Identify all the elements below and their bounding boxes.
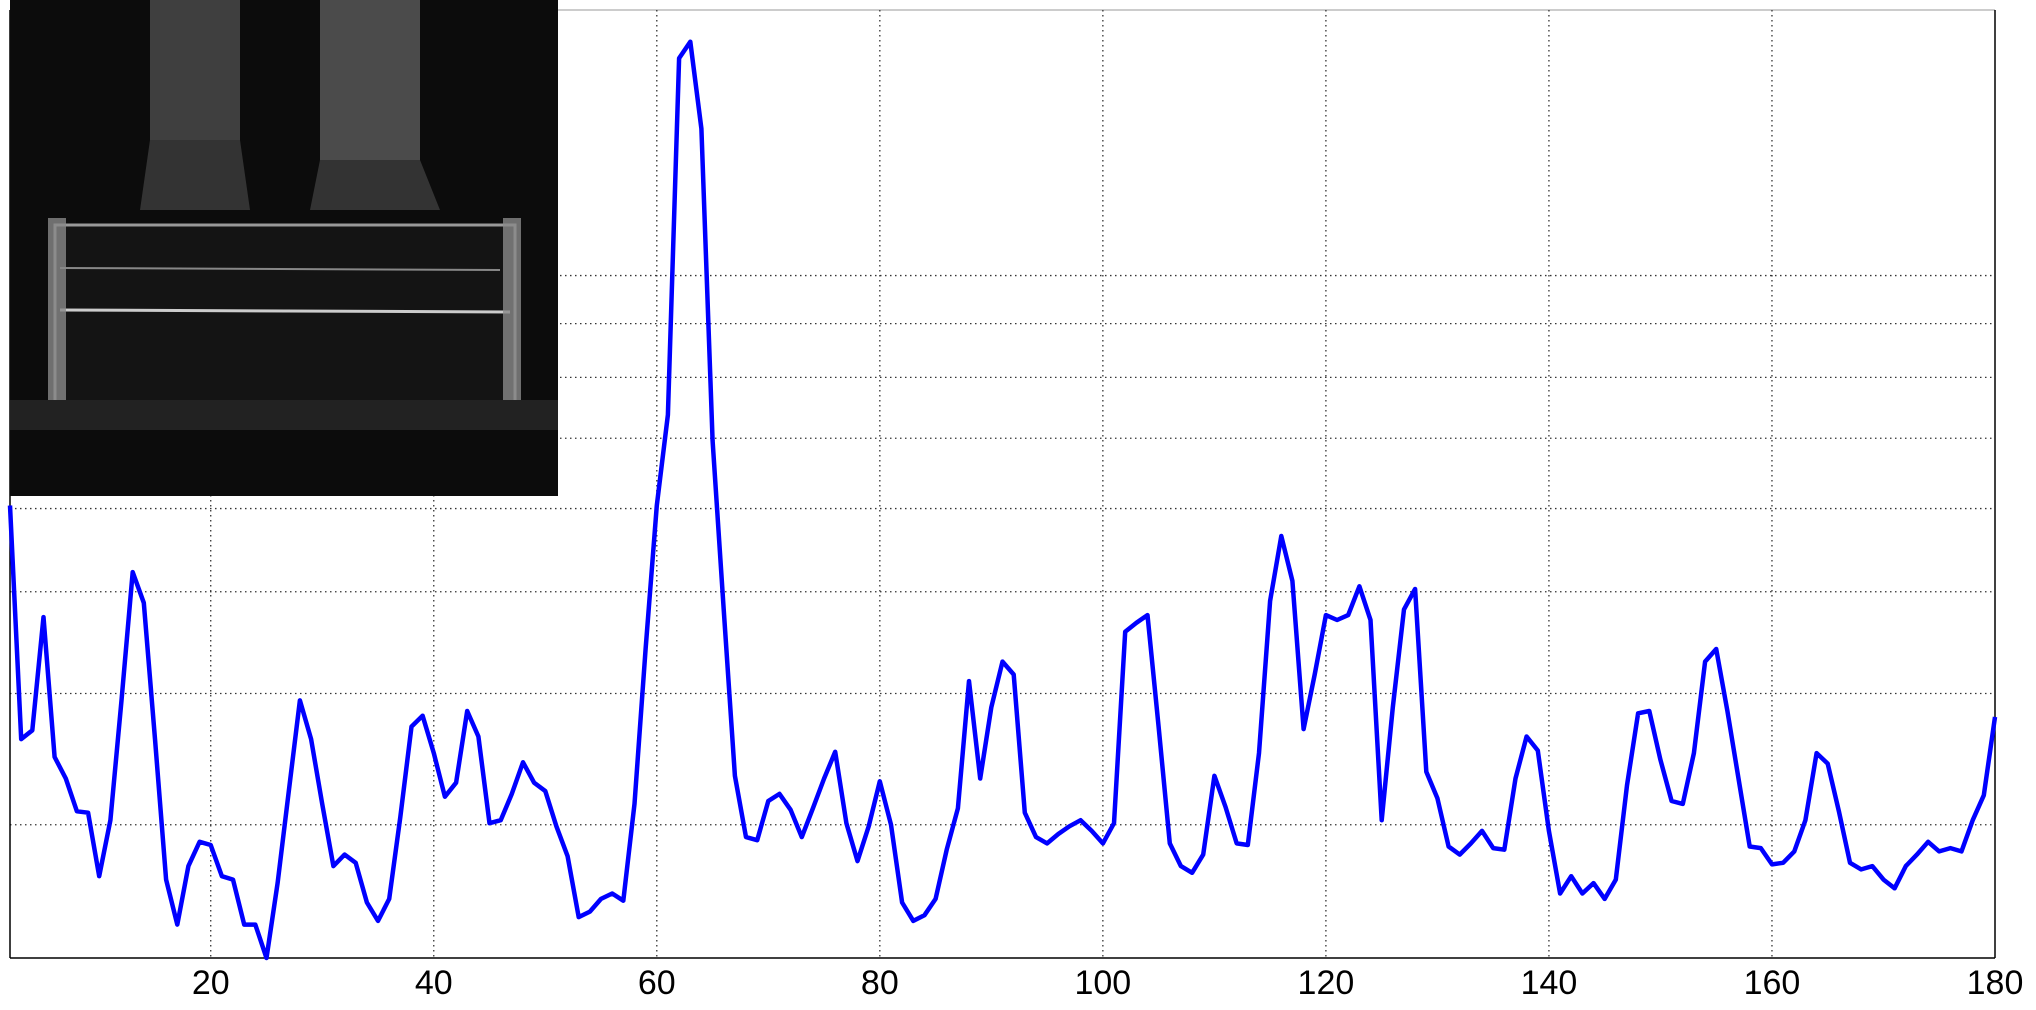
x-tick-label: 140: [1521, 964, 1578, 1002]
x-tick-label: 20: [192, 964, 230, 1002]
x-tick-label: 40: [415, 964, 453, 1002]
x-tick-label: 100: [1074, 964, 1131, 1002]
photo-neck-right: [320, 0, 420, 160]
photo-end-left: [48, 218, 66, 418]
x-tick-label: 160: [1744, 964, 1801, 1002]
x-tick-label: 120: [1298, 964, 1355, 1002]
photo-shoulders: [140, 140, 440, 210]
photo-base: [10, 400, 558, 430]
photo-neck-left: [150, 0, 240, 140]
x-tick-label: 180: [1967, 964, 2024, 1002]
x-tick-label: 60: [638, 964, 676, 1002]
photo-highlight: [59, 267, 501, 271]
x-tick-label: 80: [861, 964, 899, 1002]
photo-end-right: [503, 218, 521, 418]
data-line: [7, 39, 1998, 961]
photo-highlight: [59, 308, 511, 314]
inset-photo: [10, 0, 558, 496]
photo-cell-body: [53, 223, 517, 407]
